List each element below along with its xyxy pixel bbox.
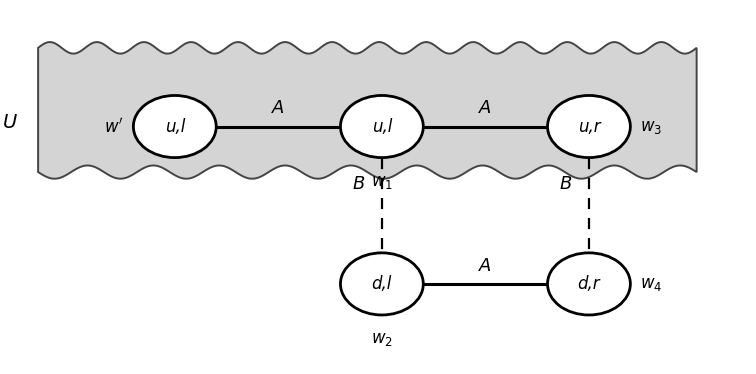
Text: u,l: u,l — [372, 117, 392, 135]
Text: A: A — [479, 257, 491, 275]
Ellipse shape — [340, 95, 423, 157]
Polygon shape — [38, 42, 696, 179]
Text: $w_1$: $w_1$ — [371, 172, 393, 190]
Text: $w'$: $w'$ — [104, 117, 123, 136]
Text: u,r: u,r — [578, 117, 600, 135]
Text: d,r: d,r — [578, 275, 600, 293]
Text: u,l: u,l — [165, 117, 185, 135]
Text: d,l: d,l — [372, 275, 392, 293]
Text: U: U — [3, 113, 17, 132]
Ellipse shape — [133, 95, 216, 157]
Text: $w_3$: $w_3$ — [640, 117, 662, 135]
Ellipse shape — [340, 253, 423, 315]
Text: $w_4$: $w_4$ — [640, 275, 662, 293]
Text: B: B — [352, 175, 365, 193]
Text: A: A — [272, 99, 284, 117]
Text: B: B — [559, 175, 572, 193]
Ellipse shape — [547, 95, 631, 157]
Text: $w_2$: $w_2$ — [371, 330, 393, 348]
Text: A: A — [479, 99, 491, 117]
Ellipse shape — [547, 253, 631, 315]
